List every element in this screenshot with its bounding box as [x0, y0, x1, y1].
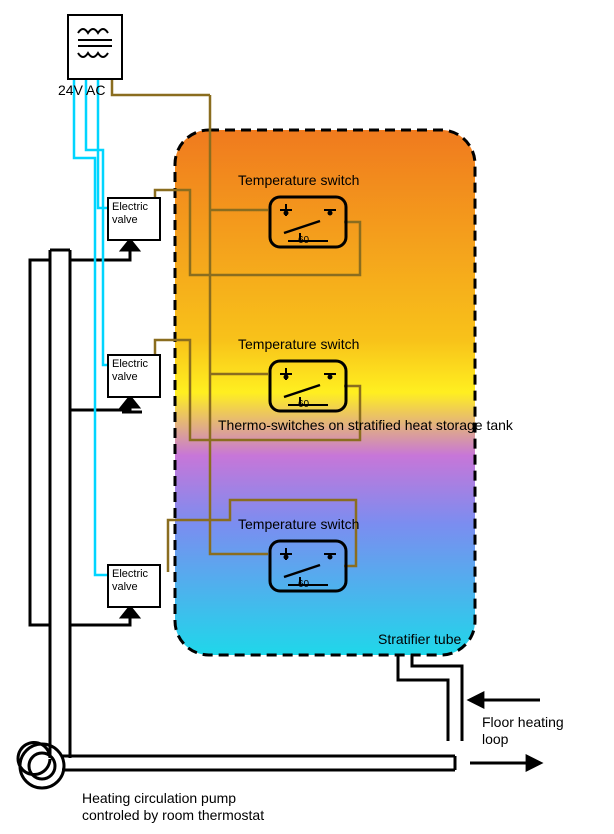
- temp-switch-value-1: 60: [298, 235, 309, 246]
- temp-switch-value-2: 60: [298, 399, 309, 410]
- floor-loop-label: Floor heating loop: [482, 714, 564, 748]
- temp-switch-label-3: Temperature switch: [238, 516, 359, 533]
- transformer-label: 24V AC: [58, 82, 105, 99]
- transformer-icon: [68, 15, 122, 79]
- stratifier-label: Stratifier tube: [378, 631, 461, 648]
- pump-label: Heating circulation pump controled by ro…: [82, 790, 264, 824]
- valve-label-2: Electric valve: [112, 358, 148, 383]
- valve-label-3: Electric valve: [112, 568, 148, 593]
- tank-label: Thermo-switches on stratified heat stora…: [218, 417, 578, 434]
- temp-switch-value-3: 60: [298, 579, 309, 590]
- temp-switch-label-2: Temperature switch: [238, 336, 359, 353]
- temp-switch-label-1: Temperature switch: [238, 172, 359, 189]
- cyan-wires: [74, 79, 115, 575]
- valve-label-1: Electric valve: [112, 201, 148, 226]
